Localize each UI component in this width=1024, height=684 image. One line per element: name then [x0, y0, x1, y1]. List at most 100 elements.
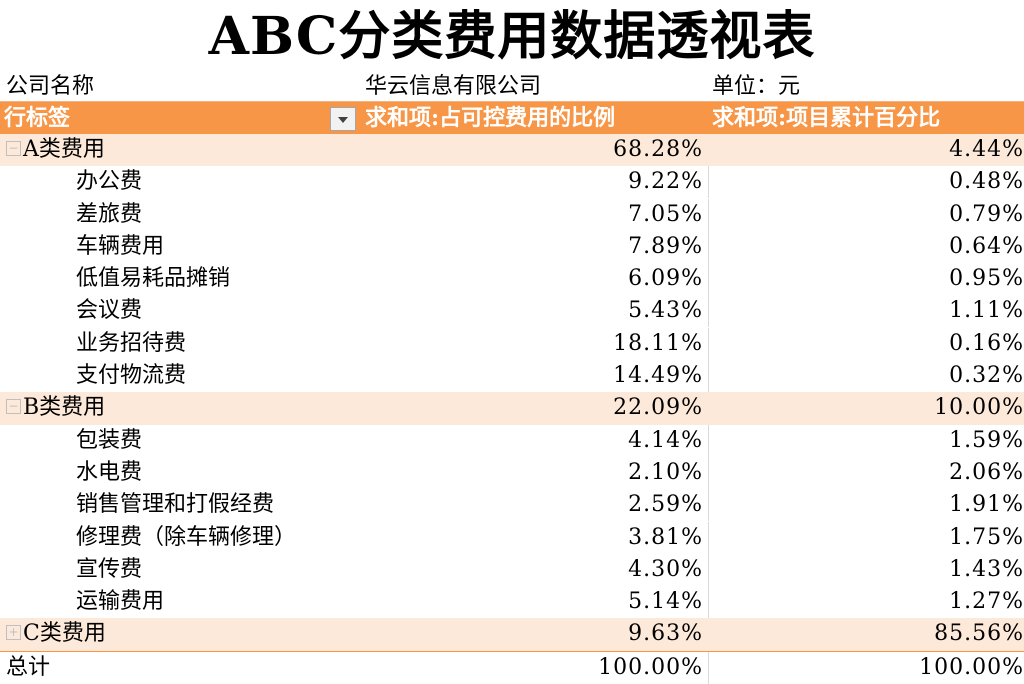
- column-divider: [708, 360, 709, 393]
- group-name: C类费用: [23, 621, 106, 647]
- item-value-ratio: 7.05%: [628, 201, 703, 227]
- page-title: ABC分类费用数据透视表: [208, 6, 816, 67]
- total-value-ratio: 100.00%: [598, 654, 703, 680]
- item-name: 宣传费: [76, 556, 143, 582]
- table-row[interactable]: 支付物流费 14.49% 0.32%: [0, 360, 1024, 393]
- column-divider: [708, 230, 709, 263]
- item-value-ratio: 18.11%: [613, 330, 703, 356]
- item-value-cumulative: 0.16%: [949, 330, 1024, 356]
- item-value-cumulative: 1.43%: [949, 556, 1024, 582]
- item-name: 差旅费: [76, 201, 143, 227]
- col1-header[interactable]: 求和项:占可控费用的比例: [365, 105, 616, 131]
- group-label: − A类费用: [6, 134, 105, 166]
- table-row[interactable]: 运输费用 5.14% 1.27%: [0, 586, 1024, 619]
- pivot-header-row: 行标签 求和项:占可控费用的比例 求和项:项目累计百分比: [0, 101, 1024, 135]
- item-value-cumulative: 0.64%: [949, 233, 1024, 259]
- item-value-ratio: 4.30%: [628, 556, 703, 582]
- item-value-ratio: 7.89%: [628, 233, 703, 259]
- table-row[interactable]: 差旅费 7.05% 0.79%: [0, 198, 1024, 231]
- collapse-icon[interactable]: −: [6, 398, 21, 414]
- unit-label: 单位：元: [712, 74, 801, 99]
- table-row[interactable]: 销售管理和打假经费 2.59% 1.91%: [0, 489, 1024, 522]
- item-value-ratio: 5.43%: [628, 298, 703, 324]
- item-value-ratio: 4.14%: [628, 427, 703, 453]
- total-label: 总计: [6, 654, 51, 680]
- item-name: 会议费: [76, 298, 143, 324]
- item-value-ratio: 9.22%: [628, 169, 703, 195]
- filter-dropdown-button[interactable]: [330, 107, 356, 131]
- expand-icon[interactable]: +: [6, 624, 21, 640]
- column-divider: [708, 295, 709, 328]
- group-name: A类费用: [23, 137, 105, 162]
- column-divider: [708, 489, 709, 522]
- group-value-cumulative: 4.44%: [949, 137, 1024, 162]
- group-value-cumulative: 85.56%: [934, 621, 1024, 647]
- company-name: 华云信息有限公司: [365, 74, 542, 99]
- table-row[interactable]: 包装费 4.14% 1.59%: [0, 424, 1024, 457]
- table-row[interactable]: 水电费 2.10% 2.06%: [0, 456, 1024, 489]
- table-row[interactable]: 业务招待费 18.11% 0.16%: [0, 327, 1024, 360]
- grand-total-row[interactable]: 总计 100.00% 100.00%: [0, 650, 1024, 684]
- item-name: 销售管理和打假经费: [76, 492, 275, 518]
- company-label: 公司名称: [6, 74, 95, 99]
- column-divider: [708, 586, 709, 619]
- group-label: + C类费用: [6, 618, 106, 650]
- item-name: 水电费: [76, 459, 143, 485]
- table-row[interactable]: 低值易耗品摊销 6.09% 0.95%: [0, 263, 1024, 296]
- item-value-cumulative: 2.06%: [949, 459, 1024, 485]
- item-value-ratio: 2.59%: [628, 492, 703, 518]
- table-row[interactable]: 宣传费 4.30% 1.43%: [0, 553, 1024, 586]
- column-divider: [708, 263, 709, 296]
- pivot-body: − A类费用 68.28% 4.44% 办公费 9.22% 0.48% 差旅费 7.05% 0.7…: [0, 134, 1024, 684]
- column-divider: [708, 521, 709, 554]
- item-name: 修理费（除车辆修理）: [76, 524, 297, 550]
- item-value-ratio: 14.49%: [613, 363, 703, 389]
- row-label-header: 行标签: [4, 105, 71, 131]
- group-row[interactable]: − A类费用 68.28% 4.44%: [0, 134, 1024, 167]
- item-value-cumulative: 1.27%: [949, 589, 1024, 615]
- group-value-ratio: 22.09%: [613, 395, 703, 421]
- group-row[interactable]: − B类费用 22.09% 10.00%: [0, 392, 1024, 425]
- item-value-cumulative: 0.95%: [949, 266, 1024, 292]
- item-value-cumulative: 0.79%: [949, 201, 1024, 227]
- table-row[interactable]: 修理费（除车辆修理） 3.81% 1.75%: [0, 521, 1024, 554]
- table-row[interactable]: 办公费 9.22% 0.48%: [0, 166, 1024, 199]
- collapse-icon[interactable]: −: [6, 140, 21, 156]
- column-divider: [708, 651, 709, 684]
- column-divider: [708, 134, 709, 166]
- column-divider: [708, 392, 709, 425]
- group-value-ratio: 68.28%: [613, 137, 703, 162]
- item-value-ratio: 2.10%: [628, 459, 703, 485]
- group-row[interactable]: + C类费用 9.63% 85.56%: [0, 618, 1024, 651]
- item-value-ratio: 5.14%: [628, 589, 703, 615]
- item-value-ratio: 3.81%: [628, 524, 703, 550]
- column-divider: [708, 553, 709, 586]
- table-row[interactable]: 会议费 5.43% 1.11%: [0, 295, 1024, 328]
- column-divider: [708, 424, 709, 457]
- group-name: B类费用: [23, 395, 106, 421]
- item-name: 业务招待费: [76, 330, 187, 356]
- column-divider: [708, 198, 709, 231]
- column-divider: [708, 618, 709, 651]
- col2-header[interactable]: 求和项:项目累计百分比: [712, 105, 941, 131]
- table-row[interactable]: 车辆费用 7.89% 0.64%: [0, 230, 1024, 263]
- item-value-cumulative: 1.59%: [949, 427, 1024, 453]
- item-name: 包装费: [76, 427, 143, 453]
- column-divider: [708, 327, 709, 360]
- group-value-cumulative: 10.00%: [934, 395, 1024, 421]
- item-name: 车辆费用: [76, 233, 165, 259]
- item-value-cumulative: 1.91%: [949, 492, 1024, 518]
- item-value-cumulative: 0.48%: [949, 169, 1024, 195]
- item-value-cumulative: 0.32%: [949, 363, 1024, 389]
- item-value-cumulative: 1.11%: [949, 298, 1024, 324]
- item-name: 办公费: [76, 169, 143, 195]
- item-name: 低值易耗品摊销: [76, 266, 231, 292]
- item-value-cumulative: 1.75%: [949, 524, 1024, 550]
- group-value-ratio: 9.63%: [628, 621, 703, 647]
- item-value-ratio: 6.09%: [628, 266, 703, 292]
- item-name: 支付物流费: [76, 363, 187, 389]
- item-name: 运输费用: [76, 589, 165, 615]
- total-value-cumulative: 100.00%: [919, 654, 1024, 680]
- column-divider: [708, 456, 709, 489]
- group-label: − B类费用: [6, 392, 105, 424]
